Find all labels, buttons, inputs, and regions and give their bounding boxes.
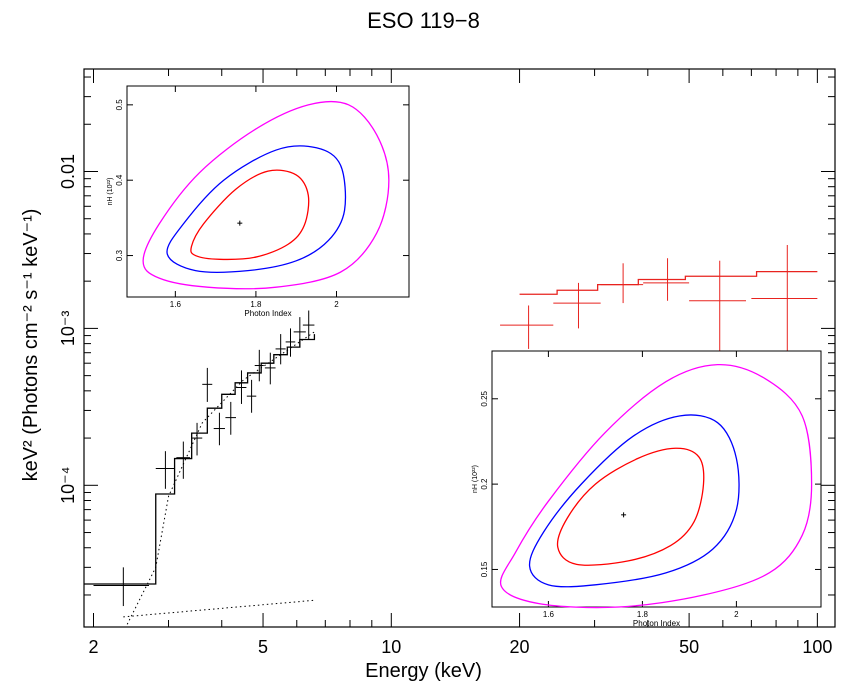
inset-y-tick-label: 0.25 (480, 390, 489, 406)
inset-y-tick-label: 0.3 (115, 249, 124, 261)
inset-x-tick-label: 1.8 (637, 610, 649, 619)
x-tick-label: 100 (802, 637, 832, 657)
inset-y-tick-label: 0.15 (480, 561, 489, 577)
model-line (84, 334, 316, 585)
confidence-contour (142, 100, 390, 290)
series-1 (500, 245, 818, 358)
inset-x-label: Photon Index (244, 309, 291, 318)
inset-x-tick-label: 1.6 (170, 300, 182, 309)
x-tick-label: 5 (258, 637, 268, 657)
confidence-contour (556, 447, 705, 566)
chart-title: ESO 119−8 (367, 8, 480, 33)
x-tick-label: 20 (510, 637, 530, 657)
y-tick-label: 10⁻⁴ (58, 467, 78, 504)
component-line (126, 331, 315, 625)
series-0 (84, 310, 316, 625)
inset-y-tick-label: 0.2 (480, 478, 489, 490)
inset-x-label: Photon Index (633, 619, 680, 628)
plot-frame (83, 68, 836, 628)
model-line (519, 270, 818, 295)
x-tick-label: 10 (381, 637, 401, 657)
data-marks (84, 245, 818, 625)
inset-frame (126, 85, 410, 298)
inset-y-label: nH (10²²) (107, 177, 114, 205)
axes: 2 5 10 20 50 100 10⁻⁴ 10⁻³ 0.01 (58, 69, 835, 657)
confidence-contour (166, 145, 347, 273)
component-line (123, 599, 315, 618)
inset-y-label: nH (10²²) (472, 465, 479, 493)
x-tick-label: 2 (88, 637, 98, 657)
contour-inset-0: 1.6 1.8 2 0.3 0.4 0.5 Photon Index nH (10²²) (107, 85, 410, 318)
inset-x-tick-label: 2 (734, 610, 739, 619)
y-tick-label: 0.01 (58, 154, 78, 189)
inset-x-tick-label: 2 (334, 300, 339, 309)
x-axis-label: Energy (keV) (365, 660, 482, 682)
confidence-contour (499, 364, 813, 609)
confidence-contour (190, 169, 310, 261)
y-tick-label: 10⁻³ (58, 311, 78, 347)
contour-inset-1: 1.6 1.8 2 0.15 0.2 0.25 Photon Index nH (10²²) (472, 350, 822, 628)
inset-frame (491, 350, 822, 608)
inset-y-tick-label: 0.4 (115, 174, 124, 186)
x-tick-label: 50 (679, 637, 699, 657)
inset-x-tick-label: 1.8 (250, 300, 262, 309)
confidence-contour (528, 414, 740, 588)
inset-y-tick-label: 0.5 (115, 99, 124, 111)
inset-x-tick-label: 1.6 (543, 610, 555, 619)
